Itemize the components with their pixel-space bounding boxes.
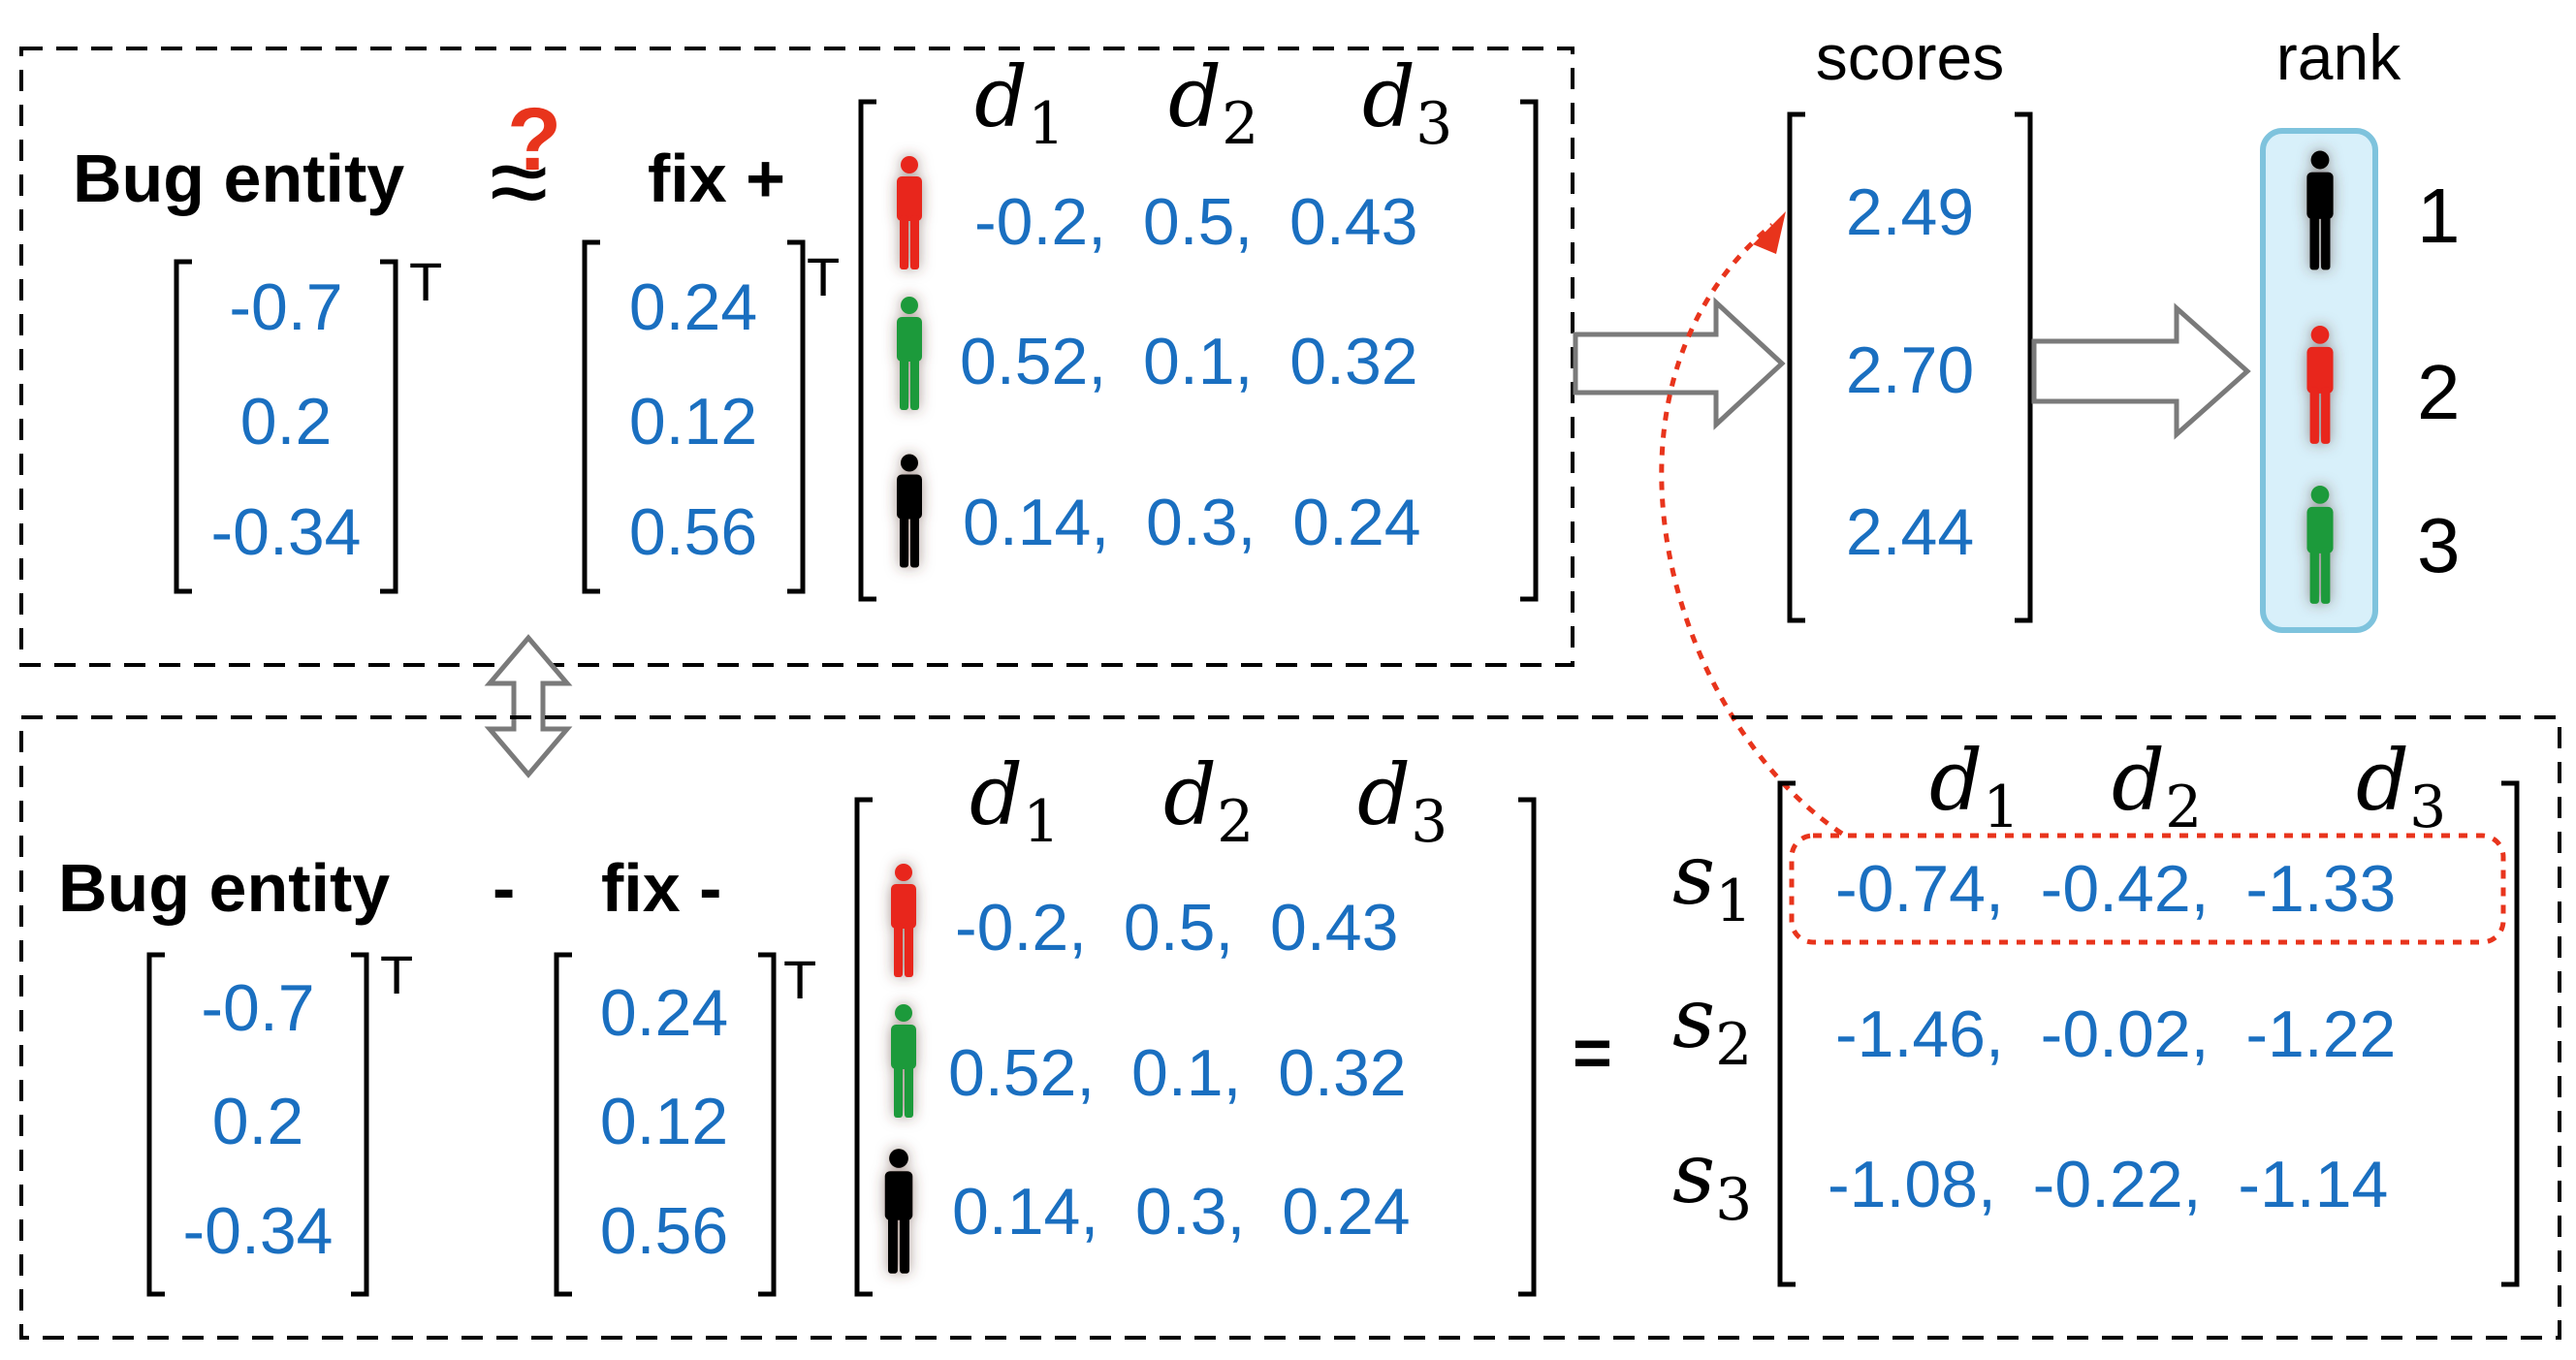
vector-cell: 0.24 xyxy=(600,976,728,1050)
score-cell: 2.44 xyxy=(1846,495,1974,569)
developer-row: -0.2, 0.5, 0.43 xyxy=(955,891,1398,965)
dim-label: d3 xyxy=(1362,49,1452,158)
transpose-mark: T xyxy=(409,251,442,312)
top-dashed-box xyxy=(19,47,1574,667)
developer-row: 0.52, 0.1, 0.32 xyxy=(960,325,1418,398)
top-bug-entity-label: Bug entity xyxy=(73,141,404,216)
dim-label: d1 xyxy=(974,49,1065,158)
developer-row: 0.52, 0.1, 0.32 xyxy=(948,1036,1407,1110)
vector-cell: 0.56 xyxy=(600,1194,728,1268)
double-arrow-icon xyxy=(484,634,573,778)
vector-cell: 0.56 xyxy=(629,495,757,569)
right-arrow-icon xyxy=(2031,302,2251,440)
approx-symbol: ≈ xyxy=(490,122,548,241)
equals-symbol: = xyxy=(1573,1015,1612,1091)
score-cell: 2.70 xyxy=(1846,333,1974,407)
s-label: s2 xyxy=(1672,970,1752,1079)
s1-highlight-box xyxy=(1789,833,2506,945)
score-link-dotted-arrow xyxy=(1659,223,1844,837)
result-row: -1.08, -0.22, -1.14 xyxy=(1828,1148,2388,1221)
vector-cell: 0.12 xyxy=(629,385,757,459)
s-label: s1 xyxy=(1672,827,1752,935)
bottom-bug-entity-label: Bug entity xyxy=(58,850,390,926)
top-developer-matrix: d1 d2 d3 -0.2, 0.5, 0.43 0.52, 0.1, 0.32… xyxy=(858,49,1539,602)
bottom-dashed-box xyxy=(19,715,2561,1340)
scores-title: scores xyxy=(1816,21,2004,93)
vector-cell: 0.12 xyxy=(600,1085,728,1158)
dim-label: d3 xyxy=(2356,733,2446,841)
bottom-bug-vector: T -0.7 0.2 -0.34 xyxy=(146,944,413,1297)
black-developer-icon xyxy=(897,454,922,568)
vector-cell: 0.24 xyxy=(629,270,757,344)
minus-symbol: - xyxy=(493,850,515,926)
result-row: -1.46, -0.02, -1.22 xyxy=(1835,997,2396,1071)
vector-cell: -0.7 xyxy=(201,971,314,1045)
result-row: -0.74, -0.42, -1.33 xyxy=(1835,852,2396,926)
developer-row: 0.14, 0.3, 0.24 xyxy=(952,1175,1411,1249)
green-developer-icon xyxy=(891,1004,916,1118)
dim-label: d1 xyxy=(1929,733,2019,841)
top-fix-vector: T 0.24 0.12 0.56 xyxy=(582,239,840,594)
score-cell: 2.49 xyxy=(1846,175,1974,249)
red-developer-icon xyxy=(897,156,922,269)
rank-number: 3 xyxy=(2417,502,2461,588)
developer-row: -0.2, 0.5, 0.43 xyxy=(974,185,1417,259)
transpose-mark: T xyxy=(783,949,816,1010)
vector-cell: -0.34 xyxy=(183,1194,334,1268)
green-developer-icon xyxy=(897,297,922,410)
dim-label: d1 xyxy=(970,747,1060,856)
result-matrix: d1 d2 d3 -0.74, -0.42, -1.33 -1.46, -0.0… xyxy=(1777,733,2520,1287)
transpose-mark: T xyxy=(807,246,840,307)
transpose-mark: T xyxy=(380,944,413,1005)
rank-panel: rank 1 2 3 xyxy=(2260,21,2461,633)
vector-cell: 0.2 xyxy=(240,385,333,459)
s-label: s3 xyxy=(1672,1125,1752,1234)
developer-row: 0.14, 0.3, 0.24 xyxy=(963,486,1421,559)
black-developer-icon xyxy=(884,1149,913,1274)
rank-number: 2 xyxy=(2417,349,2461,435)
s-labels: s1 s2 s3 xyxy=(1672,827,1752,1234)
vector-cell: 0.2 xyxy=(212,1085,304,1158)
dim-label: d2 xyxy=(2112,733,2202,841)
red-arrowhead-icon xyxy=(1753,211,1786,254)
dim-label: d2 xyxy=(1168,49,1258,158)
top-bug-vector: T -0.7 0.2 -0.34 xyxy=(174,251,442,594)
rank-title: rank xyxy=(2276,21,2401,93)
vector-cell: -0.34 xyxy=(211,495,362,569)
top-fix-plus-label: fix + xyxy=(648,141,785,216)
rank-number: 1 xyxy=(2417,173,2461,259)
bottom-developer-matrix: d1 d2 d3 -0.2, 0.5, 0.43 0.52, 0.1, 0.32… xyxy=(854,747,1537,1297)
dim-label: d3 xyxy=(1357,747,1447,856)
scores-vector: scores 2.49 2.70 2.44 xyxy=(1787,21,2033,623)
bottom-fix-vector: T 0.24 0.12 0.56 xyxy=(554,949,816,1297)
question-mark-icon: ? xyxy=(507,90,561,189)
dim-label: d2 xyxy=(1163,747,1254,856)
vector-cell: -0.7 xyxy=(229,270,342,344)
bottom-fix-minus-label: fix - xyxy=(601,850,721,926)
red-developer-icon xyxy=(891,864,916,977)
